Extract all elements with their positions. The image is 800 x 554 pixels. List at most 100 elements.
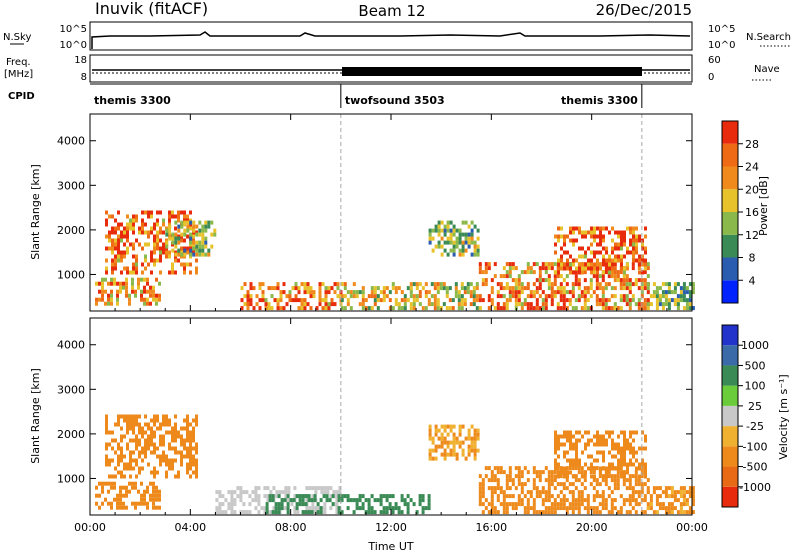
heatmap-cell xyxy=(114,474,117,479)
heatmap-cell xyxy=(268,498,272,503)
heatmap-cell xyxy=(397,286,401,291)
heatmap-cell xyxy=(583,302,587,307)
heatmap-cell xyxy=(458,428,462,433)
heatmap-cell xyxy=(276,298,280,303)
heatmap-cell xyxy=(129,438,132,443)
heatmap-cell xyxy=(547,478,551,483)
heatmap-cell xyxy=(691,286,695,291)
heatmap-cell xyxy=(623,442,626,447)
heatmap-cell xyxy=(428,240,432,245)
heatmap-cell xyxy=(649,302,653,307)
colorbar-tick-label: 24 xyxy=(745,161,759,174)
heatmap-cell xyxy=(611,442,614,447)
heatmap-cell xyxy=(517,478,521,483)
heatmap-cell xyxy=(316,502,320,507)
heatmap-cell xyxy=(556,290,560,295)
heatmap-cell xyxy=(153,238,156,243)
heatmap-cell xyxy=(452,436,456,441)
heatmap-cell xyxy=(183,238,186,243)
heatmap-cell xyxy=(104,481,107,486)
heatmap-cell xyxy=(330,298,334,303)
heatmap-cell xyxy=(446,224,450,229)
heatmap-cell xyxy=(608,254,611,259)
heatmap-cell xyxy=(180,462,183,467)
heatmap-cell xyxy=(116,289,119,294)
heatmap-cell xyxy=(137,281,140,286)
heatmap-cell xyxy=(481,270,485,275)
heatmap-cell xyxy=(277,502,281,507)
heatmap-cell xyxy=(189,220,193,225)
heatmap-cell xyxy=(596,242,599,247)
heatmap-cell xyxy=(544,490,548,495)
heatmap-cell xyxy=(437,232,441,237)
heatmap-cell xyxy=(198,220,202,225)
heatmap-cell xyxy=(679,490,683,495)
heatmap-cell xyxy=(449,232,453,237)
heatmap-cell xyxy=(446,220,450,225)
heatmap-cell xyxy=(638,238,641,243)
heatmap-cell xyxy=(284,494,288,499)
heatmap-cell xyxy=(300,306,304,311)
heatmap-cell xyxy=(280,498,284,503)
heatmap-cell xyxy=(153,258,156,263)
heatmap-cell xyxy=(643,494,647,499)
heatmap-cell xyxy=(473,432,477,437)
heatmap-cell xyxy=(195,462,198,467)
heatmap-cell xyxy=(282,306,286,311)
heatmap-cell xyxy=(186,246,189,251)
heatmap-cell xyxy=(584,462,587,467)
heatmap-cell xyxy=(632,446,635,451)
heatmap-cell xyxy=(605,474,608,479)
heatmap-cell xyxy=(554,446,557,451)
heatmap-cell xyxy=(183,252,187,257)
heatmap-cell xyxy=(598,494,602,499)
heatmap-cell xyxy=(596,438,599,443)
heatmap-cell xyxy=(596,234,599,239)
heatmap-cell xyxy=(218,494,222,499)
heatmap-cell xyxy=(688,294,692,299)
heatmap-cell xyxy=(104,301,107,306)
heatmap-cell xyxy=(443,452,447,457)
heatmap-cell xyxy=(557,434,560,439)
heatmap-cell xyxy=(355,498,359,503)
heatmap-cell xyxy=(473,252,477,257)
heatmap-cell xyxy=(550,286,554,291)
heatmap-cell xyxy=(644,466,647,471)
heatmap-cell xyxy=(589,482,593,487)
heatmap-cell xyxy=(174,422,177,427)
heatmap-cell xyxy=(143,277,146,282)
heatmap-cell xyxy=(113,485,116,490)
heatmap-cell xyxy=(599,230,602,235)
heatmap-cell xyxy=(553,478,557,483)
heatmap-cell xyxy=(428,424,432,429)
heatmap-cell xyxy=(535,278,539,283)
x-axis-label: Time UT xyxy=(367,540,413,553)
heatmap-cell xyxy=(644,470,647,475)
heatmap-cell xyxy=(443,224,447,229)
heatmap-cell xyxy=(554,430,557,435)
heatmap-cell xyxy=(421,498,425,503)
heatmap-cell xyxy=(186,470,189,475)
heatmap-cell xyxy=(227,490,231,495)
freq-left-tick-top: 18 xyxy=(74,55,87,66)
heatmap-cell xyxy=(574,270,578,275)
heatmap-cell xyxy=(117,446,120,451)
beam-title: Beam 12 xyxy=(358,2,425,20)
heatmap-cell xyxy=(141,466,144,471)
heatmap-cell xyxy=(252,306,256,311)
heatmap-cell xyxy=(117,246,120,251)
heatmap-cell xyxy=(430,294,434,299)
heatmap-cell xyxy=(541,290,545,295)
colorbar-tick-label: 28 xyxy=(745,138,759,151)
heatmap-cell xyxy=(520,286,524,291)
heatmap-cell xyxy=(440,424,444,429)
heatmap-cell xyxy=(575,454,578,459)
heatmap-cell xyxy=(110,277,113,282)
heatmap-cell xyxy=(505,306,509,311)
heatmap-cell xyxy=(192,220,196,225)
heatmap-cell xyxy=(126,414,129,419)
heatmap-cell xyxy=(476,248,480,253)
heatmap-cell xyxy=(550,294,554,299)
heatmap-cell xyxy=(162,438,165,443)
heatmap-cell xyxy=(592,506,596,511)
